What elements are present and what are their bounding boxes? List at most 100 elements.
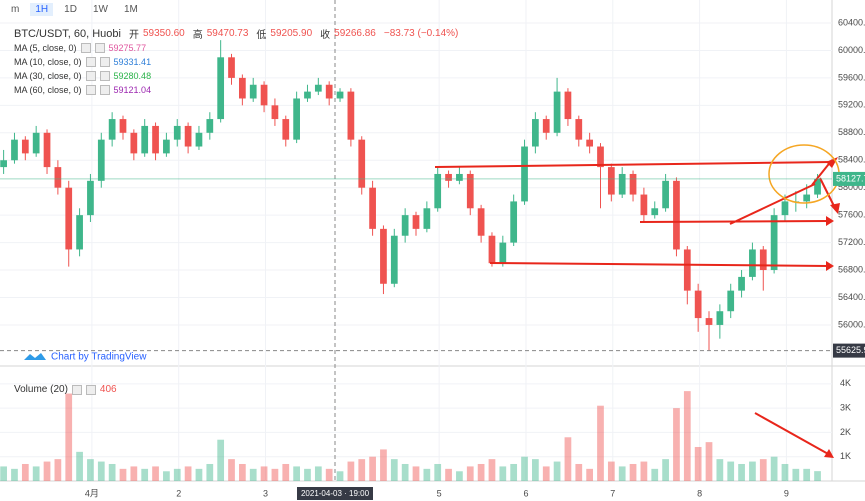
icon[interactable] bbox=[85, 384, 96, 395]
icon[interactable] bbox=[99, 85, 110, 95]
volume-bar bbox=[239, 463, 246, 481]
arrowhead bbox=[826, 216, 834, 226]
volume-bar bbox=[618, 466, 626, 481]
y-tick-label: 56400.00 bbox=[838, 292, 865, 302]
candle-body bbox=[119, 119, 127, 133]
volume-bar bbox=[781, 463, 789, 481]
indicator-name: MA (5, close, 0) bbox=[14, 43, 77, 53]
x-tick-label: 8 bbox=[697, 488, 702, 498]
arrowhead bbox=[824, 449, 834, 458]
icon[interactable] bbox=[85, 71, 96, 81]
icon[interactable] bbox=[80, 43, 91, 53]
candle-body bbox=[369, 187, 376, 229]
ohlc-value: 59350.60 bbox=[142, 28, 185, 39]
indicator-value: 59121.04 bbox=[113, 85, 152, 95]
arrow bbox=[754, 412, 831, 456]
candle-body bbox=[21, 139, 29, 154]
volume-bar bbox=[586, 468, 593, 481]
x-tick-label: 7 bbox=[610, 488, 615, 498]
volume-bar bbox=[510, 463, 518, 481]
volume-bar bbox=[456, 471, 463, 481]
volume-bar bbox=[76, 451, 83, 481]
y-tick-label: 59600.00 bbox=[838, 72, 865, 82]
interval-button[interactable]: 1W bbox=[92, 3, 108, 15]
indicator-row: MA (10, close, 0) 59331.41 bbox=[14, 55, 151, 69]
volume-bar bbox=[43, 461, 51, 481]
volume-bar bbox=[195, 468, 203, 481]
volume-bar bbox=[466, 466, 474, 481]
volume-bar bbox=[163, 471, 170, 481]
candle-body bbox=[249, 84, 257, 99]
candle-body bbox=[152, 125, 159, 154]
indicator-value: 406 bbox=[99, 384, 117, 395]
volume-bar bbox=[119, 468, 127, 481]
candle-body bbox=[553, 91, 561, 133]
candle-body bbox=[87, 180, 94, 216]
candle-body bbox=[0, 160, 7, 168]
volume-bar bbox=[173, 468, 181, 481]
volume-bar bbox=[488, 459, 496, 481]
icon[interactable] bbox=[85, 57, 96, 67]
candle-body bbox=[618, 173, 626, 195]
volume-bar bbox=[304, 468, 311, 481]
ohlc-label: 低 bbox=[256, 30, 267, 41]
candle-body bbox=[65, 187, 73, 250]
volume-bar bbox=[803, 468, 811, 481]
candle-body bbox=[803, 194, 811, 202]
volume-bar bbox=[629, 463, 637, 481]
candle-body bbox=[43, 132, 51, 168]
candle-body bbox=[32, 132, 40, 154]
icon[interactable] bbox=[99, 71, 110, 81]
interval-button[interactable]: 1M bbox=[123, 3, 138, 15]
y-tick-label: 4K bbox=[840, 378, 851, 388]
volume-bar bbox=[705, 442, 713, 481]
volume-bar bbox=[390, 459, 398, 481]
volume-bar bbox=[21, 463, 29, 481]
icon[interactable] bbox=[94, 43, 105, 53]
indicator-value: 59275.77 bbox=[108, 43, 147, 53]
symbol-title: BTC/USDT, 60, Huobi bbox=[14, 27, 121, 40]
indicator-name: MA (10, close, 0) bbox=[14, 57, 82, 67]
candle-body bbox=[217, 57, 225, 120]
volume-bar bbox=[260, 466, 268, 481]
icon[interactable] bbox=[85, 85, 96, 95]
ohlc-value: 59205.90 bbox=[270, 28, 313, 39]
drawings bbox=[434, 159, 837, 456]
candle-body bbox=[532, 119, 539, 147]
volume-bar bbox=[521, 456, 528, 481]
interval-button[interactable]: 1D bbox=[64, 3, 77, 15]
y-tick-label: 60400.00 bbox=[838, 17, 865, 27]
candle-body bbox=[54, 167, 62, 188]
indicator-row: MA (60, close, 0) 59121.04 bbox=[14, 83, 151, 97]
candle-body bbox=[586, 139, 593, 147]
volume-bar bbox=[738, 463, 745, 481]
volume-bar bbox=[759, 459, 767, 481]
icon[interactable] bbox=[71, 384, 82, 395]
interval-button[interactable]: 1H bbox=[30, 2, 54, 16]
x-tick-label: 6 bbox=[523, 488, 528, 498]
candle-body bbox=[184, 125, 192, 147]
candle-body bbox=[390, 235, 398, 284]
volume-bar bbox=[749, 461, 756, 481]
candle-body bbox=[488, 235, 496, 264]
volume-bar bbox=[65, 393, 73, 481]
y-tick-label: 3K bbox=[840, 402, 851, 412]
candle-body bbox=[434, 173, 442, 209]
candle-body bbox=[401, 215, 409, 236]
y-tick-label: 56000.00 bbox=[838, 319, 865, 329]
watermark: Chart by TradingView bbox=[51, 352, 147, 363]
candle-body bbox=[206, 119, 214, 133]
volume-bar bbox=[271, 468, 279, 481]
volume-bar bbox=[282, 463, 290, 481]
interval-button[interactable]: m bbox=[11, 3, 20, 15]
volume-bar bbox=[184, 466, 192, 481]
volume-bar bbox=[434, 463, 442, 481]
volume-bar bbox=[412, 466, 420, 481]
volume-bar bbox=[445, 468, 452, 481]
candle-body bbox=[358, 139, 366, 188]
icon[interactable] bbox=[99, 57, 110, 67]
ohlc-header: BTC/USDT, 60, Huobi 开 59350.60 高 59470.73 低 5… bbox=[14, 26, 458, 42]
candle-body bbox=[597, 146, 604, 168]
candle-body bbox=[575, 119, 583, 140]
indicator-name: Volume (20) bbox=[14, 384, 68, 395]
